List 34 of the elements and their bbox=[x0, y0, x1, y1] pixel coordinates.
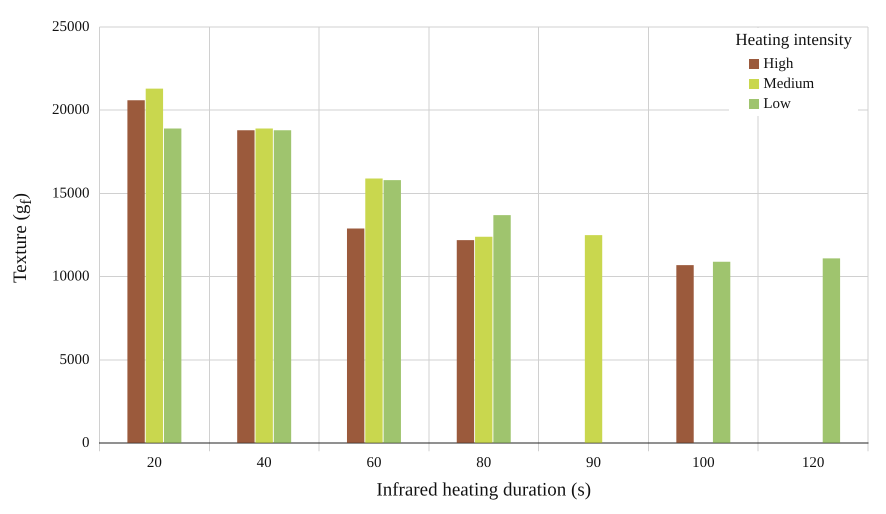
bar bbox=[255, 128, 273, 443]
x-tick-label: 20 bbox=[146, 455, 162, 472]
x-tick-label: 80 bbox=[476, 455, 492, 472]
y-tick-label: 25000 bbox=[52, 18, 90, 35]
x-tick-label: 60 bbox=[366, 455, 382, 472]
y-tick-label: 5000 bbox=[60, 352, 90, 368]
x-tick-label: 120 bbox=[802, 455, 824, 472]
bar bbox=[365, 178, 383, 443]
x-tick-label: 100 bbox=[692, 455, 715, 472]
x-axis-title: Infrared heating duration (s) bbox=[376, 480, 592, 501]
bar bbox=[493, 215, 511, 443]
bar bbox=[237, 130, 255, 443]
bar bbox=[676, 265, 694, 443]
bar bbox=[475, 236, 492, 443]
x-tick-label: 90 bbox=[586, 455, 602, 472]
legend-title: Heating intensity bbox=[735, 30, 852, 50]
bar bbox=[274, 130, 292, 443]
bar bbox=[346, 228, 364, 443]
y-tick-label: 20000 bbox=[52, 102, 90, 118]
legend-label: Low bbox=[763, 95, 791, 114]
bar bbox=[164, 128, 182, 443]
bar bbox=[146, 88, 164, 443]
bar bbox=[456, 240, 474, 443]
bar bbox=[384, 180, 401, 443]
y-tick-label: 10000 bbox=[52, 268, 90, 285]
legend-label: Medium bbox=[763, 75, 814, 94]
y-tick-label: 0 bbox=[82, 435, 90, 452]
y-tick-label: 15000 bbox=[52, 185, 90, 202]
bar bbox=[127, 100, 145, 443]
bar bbox=[712, 262, 730, 443]
bar bbox=[822, 258, 840, 443]
legend-label: High bbox=[763, 55, 794, 74]
bar bbox=[584, 235, 602, 443]
x-tick-label: 40 bbox=[256, 455, 272, 472]
